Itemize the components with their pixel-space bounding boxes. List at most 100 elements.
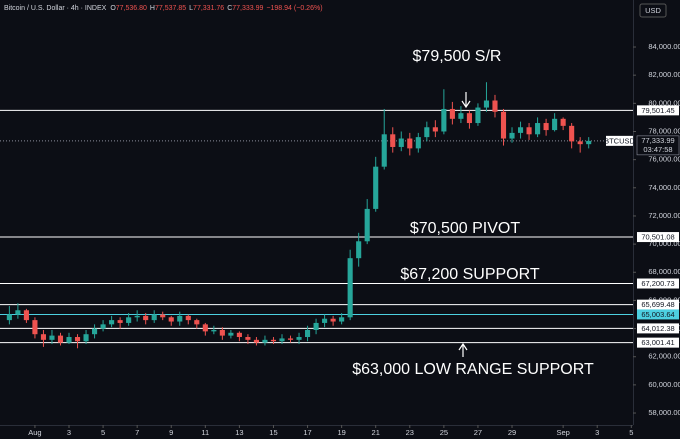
candle-body: [552, 118, 558, 131]
candle-body: [245, 337, 251, 340]
candle-body: [160, 314, 166, 318]
candle-body: [74, 337, 81, 342]
candle-body: [177, 315, 183, 322]
candle-body: [492, 100, 498, 112]
y-tick-label: 74,000.00: [648, 183, 680, 192]
candle-body: [168, 317, 174, 322]
candle-body: [126, 317, 132, 323]
x-tick-label: 5: [629, 428, 633, 437]
x-tick-label: Aug: [28, 428, 41, 437]
candle-body: [449, 108, 455, 119]
x-tick-label: 27: [474, 428, 482, 437]
candle-body: [330, 318, 336, 322]
level-label-box: [637, 232, 679, 243]
x-tick-label: 25: [440, 428, 448, 437]
annotation: $79,500 S/R: [413, 48, 502, 65]
candle-body: [100, 324, 106, 329]
y-tick-label: 80,000.00: [648, 98, 680, 107]
candle-body: [236, 332, 242, 338]
candle-body: [134, 315, 140, 318]
level-label: 65,003.64: [641, 310, 674, 319]
candle-body: [304, 329, 311, 338]
candle-body: [475, 107, 481, 124]
candle-body: [483, 100, 490, 108]
candle-body: [509, 132, 515, 139]
candle-body: [424, 127, 430, 138]
header-key: O: [110, 5, 116, 12]
candle-body: [253, 339, 259, 343]
annotation: $63,000 LOW RANGE SUPPORT: [352, 361, 594, 378]
level-label-box: [637, 278, 679, 289]
x-tick-label: 3: [595, 428, 599, 437]
x-tick-label: 3: [67, 428, 71, 437]
candle-body: [356, 241, 362, 259]
candle-body: [458, 113, 464, 119]
overlay: $79,500 S/R $70,500 PIVOT $67,200 SUPPORT $…: [352, 48, 594, 378]
candle-body: [535, 123, 541, 135]
y-tick-label: 76,000.00: [648, 155, 680, 164]
x-tick-label: 19: [337, 428, 345, 437]
x-tick-label: 5: [101, 428, 105, 437]
header-title: Bitcoin / U.S. Dollar · 4h · INDEX: [4, 5, 107, 12]
candle-body: [347, 258, 353, 318]
arrow-up: [458, 342, 468, 357]
level-label: 79,501.45: [641, 106, 674, 115]
candle-body: [262, 339, 268, 343]
x-tick-label: 9: [169, 428, 173, 437]
header-change: −198.94: [266, 5, 292, 12]
level-label-box: [637, 309, 679, 320]
candle-body: [92, 328, 98, 335]
candle-body: [49, 335, 55, 340]
level-label: 67,200.73: [641, 279, 674, 288]
currency[interactable]: USD: [645, 6, 661, 15]
candle-body: [57, 335, 64, 343]
candle-body: [441, 108, 447, 132]
candle-body: [211, 329, 217, 332]
header-key: L: [189, 5, 193, 12]
candle-body: [586, 140, 592, 145]
candle-body: [313, 322, 319, 330]
candle-body: [577, 141, 583, 145]
y-tick-label: 72,000.00: [648, 211, 680, 220]
level-label-box: [637, 299, 679, 310]
candle-body: [398, 138, 404, 147]
header-change-percent: (−0.26%): [294, 5, 323, 12]
x-tick-label: 23: [406, 428, 414, 437]
x-tick-label: 13: [235, 428, 243, 437]
candle-body: [185, 315, 191, 321]
x-tick-label: 11: [201, 428, 209, 437]
last-price-box: [636, 135, 680, 156]
annotation: $70,500 PIVOT: [410, 220, 521, 237]
candle-body: [117, 320, 123, 323]
candle-body: [40, 334, 47, 340]
y-tick-label: 82,000.00: [648, 70, 680, 79]
countdown-label: 03:47:58: [643, 145, 672, 154]
candle-body: [228, 332, 234, 336]
level-label: 64,012.38: [641, 324, 674, 333]
y-tick-label: 84,000.00: [648, 42, 680, 51]
header-key: C: [227, 5, 232, 12]
candle-body: [339, 317, 345, 322]
header: Bitcoin / U.S. Dollar · 4h · INDEX O77,53…: [4, 5, 323, 12]
candle-body: [415, 137, 421, 149]
candle-body: [296, 337, 302, 340]
candle-body: [279, 338, 285, 342]
candle-body: [23, 310, 29, 321]
annotation: $67,200 SUPPORT: [400, 266, 540, 283]
candle-body: [364, 208, 370, 242]
symbol-label: BTCUSD: [604, 136, 635, 145]
candle-body: [66, 337, 72, 343]
candle-body: [560, 118, 566, 126]
x-tick-label: 29: [508, 428, 516, 437]
currency-box[interactable]: [639, 3, 667, 18]
candle-body: [32, 320, 38, 335]
y-tick-label: 68,000.00: [648, 267, 680, 276]
candle-body: [466, 113, 472, 124]
candle-body: [500, 111, 507, 139]
candle-body: [143, 315, 149, 321]
header-value: 77,333.99: [232, 5, 263, 12]
header-key: H: [150, 5, 155, 12]
candle-body: [202, 324, 208, 332]
level-label: 65,699.48: [641, 300, 674, 309]
